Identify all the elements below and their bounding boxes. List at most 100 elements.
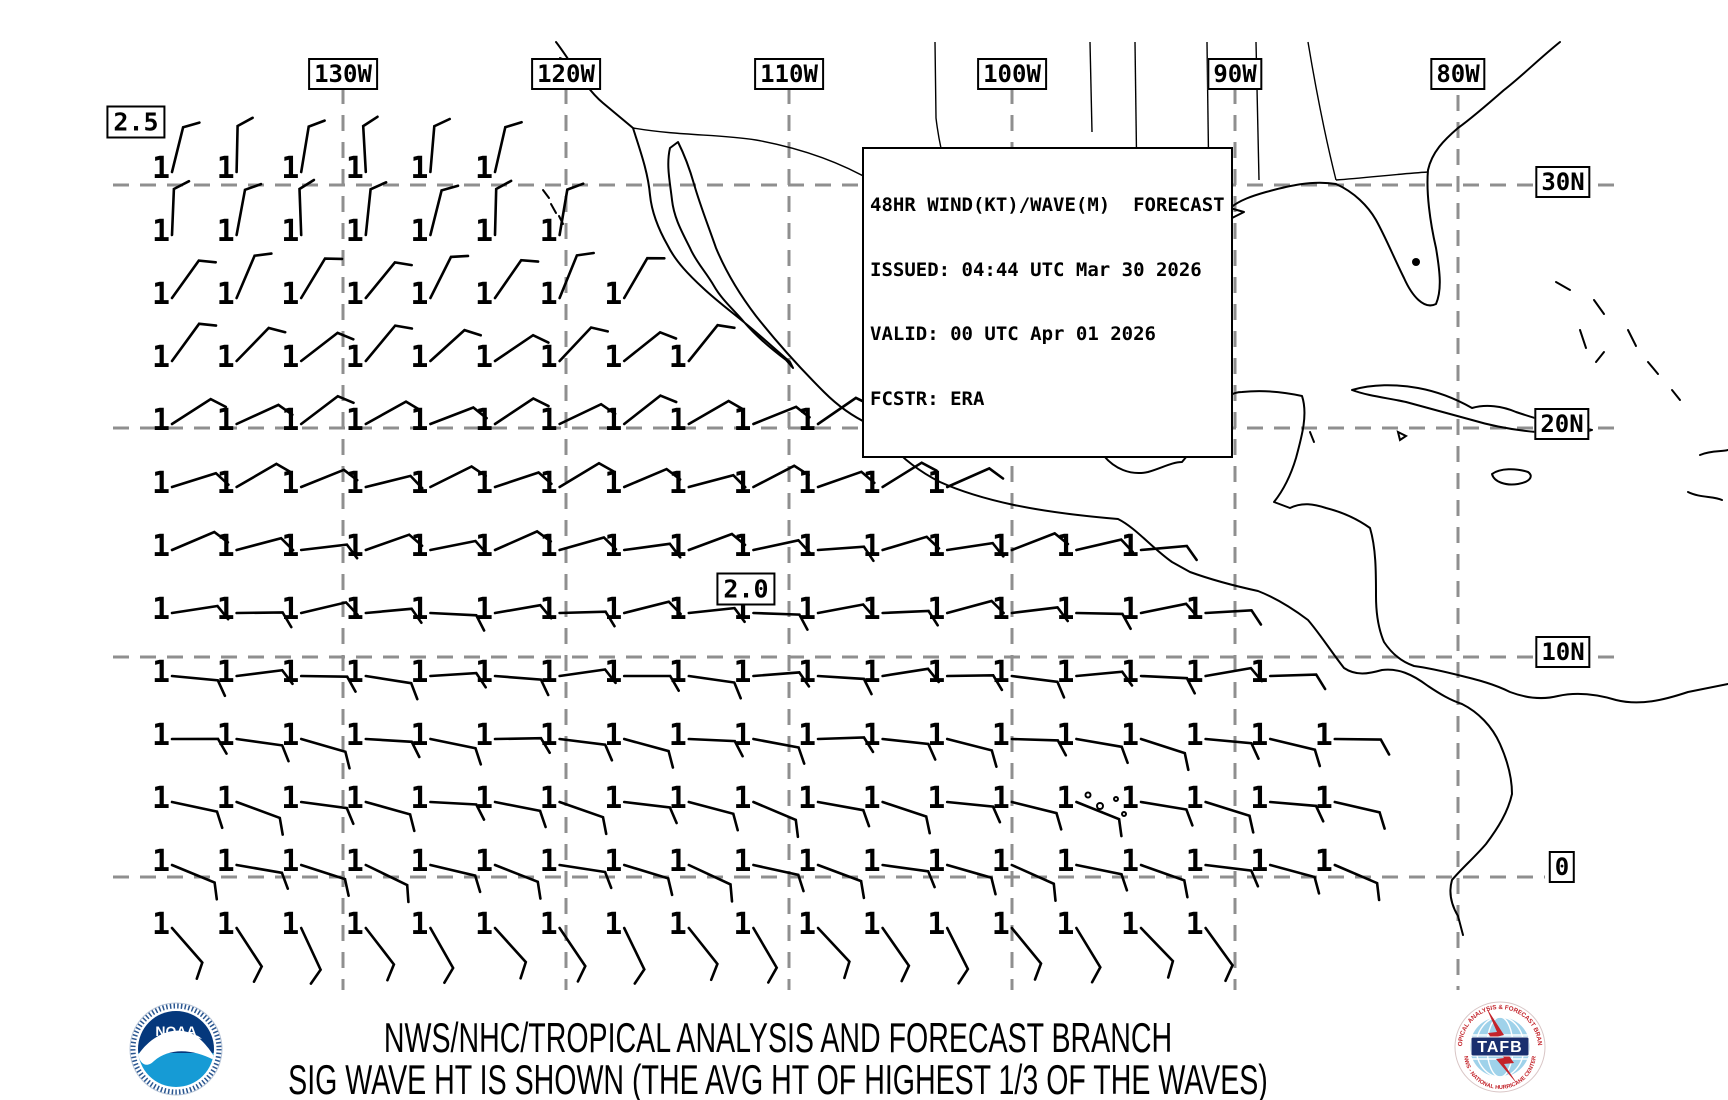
- wave-height-value: 1: [1121, 844, 1139, 879]
- wave-height-value: 1: [217, 592, 235, 627]
- lon-label-80w: 80W: [1430, 58, 1486, 90]
- lon-label-90w: 90W: [1207, 58, 1263, 90]
- wind-barb-icon: [235, 800, 284, 836]
- noaa-logo: NOAA: [129, 1002, 223, 1096]
- wind-barb-icon: [170, 737, 228, 755]
- wave-height-value: 1: [346, 907, 364, 942]
- wave-height-value: 1: [217, 151, 235, 186]
- wind-barb-icon: [558, 737, 614, 762]
- wind-barb-icon: [299, 543, 359, 560]
- wind-barb-icon: [816, 470, 876, 489]
- wind-barb-icon: [622, 394, 678, 426]
- wind-barb-icon: [558, 251, 595, 300]
- wind-barb-icon: [493, 736, 551, 755]
- wave-height-value: 1: [1056, 529, 1074, 564]
- wind-barb-icon: [235, 863, 290, 890]
- wave-height-value: 1: [217, 340, 235, 375]
- wave-height-value: 1: [992, 592, 1010, 627]
- wind-barb-icon: [558, 800, 608, 836]
- wave-height-value: 1: [669, 340, 687, 375]
- wind-barb-icon: [687, 606, 746, 624]
- wave-height-value: 1: [410, 781, 428, 816]
- wind-barb-icon: [298, 178, 316, 237]
- wind-barb-icon: [752, 405, 811, 426]
- wave-height-value: 1: [863, 781, 881, 816]
- wave-height-value: 1: [927, 844, 945, 879]
- wave-height-value: 1: [540, 466, 558, 501]
- wave-height-value: 1: [152, 907, 170, 942]
- wave-height-value: 1: [604, 844, 622, 879]
- wave-height-value: 1: [217, 403, 235, 438]
- wave-height-value: 1: [475, 718, 493, 753]
- wave-height-value: 1: [152, 151, 170, 186]
- wind-barb-icon: [493, 258, 540, 300]
- wind-barb-icon: [170, 674, 227, 698]
- wave-height-value: 1: [540, 214, 558, 249]
- wave-height-value: 1: [217, 529, 235, 564]
- state-border: [1335, 171, 1429, 181]
- wind-barb-icon: [364, 324, 414, 363]
- wind-barb-icon: [622, 863, 674, 897]
- wave-height-value: 1: [475, 655, 493, 690]
- wind-barb-icon: [493, 471, 553, 489]
- wind-barb-icon: [1139, 737, 1190, 772]
- wave-height-value: 1: [346, 781, 364, 816]
- wind-barb-icon: [1139, 926, 1175, 979]
- wave-height-value: 1: [927, 466, 945, 501]
- wind-barb-icon: [235, 252, 273, 300]
- wind-barb-icon: [299, 394, 355, 426]
- wind-barb-icon: [945, 800, 1002, 824]
- wave-height-value: 1: [217, 214, 235, 249]
- wind-barb-icon: [687, 532, 747, 552]
- wind-barb-icon: [429, 254, 470, 300]
- wind-barb-icon: [1075, 800, 1123, 838]
- wind-barb-icon: [1333, 737, 1391, 756]
- wave-height-value: 1: [346, 340, 364, 375]
- wind-barb-icon: [945, 673, 1004, 692]
- wave-height-value: 1: [410, 277, 428, 312]
- wave-height-value: 1: [475, 214, 493, 249]
- wave-height-value: 1: [1250, 655, 1268, 690]
- wave-height-value: 1: [733, 781, 751, 816]
- wave-height-value: 1: [540, 655, 558, 690]
- wave-height-value: 1: [798, 655, 816, 690]
- wind-barb-icon: [1010, 531, 1070, 552]
- wind-barb-icon: [558, 326, 609, 363]
- wave-height-value: 1: [475, 844, 493, 879]
- wave-height-value: 1: [410, 655, 428, 690]
- wave-height-value: 1: [1121, 655, 1139, 690]
- lon-label-100w: 100W: [977, 58, 1047, 90]
- wave-height-value: 1: [475, 592, 493, 627]
- wind-barb-icon: [1075, 737, 1129, 765]
- wave-height-value: 1: [410, 529, 428, 564]
- wind-barb-icon: [299, 331, 355, 363]
- wind-barb-icon: [816, 545, 875, 563]
- coastline-cuba: [1351, 384, 1593, 435]
- wave-height-value: 1: [540, 277, 558, 312]
- wave-height-value: 1: [604, 718, 622, 753]
- wind-barb-icon: [299, 600, 359, 617]
- wave-height-value: 1: [475, 340, 493, 375]
- wave-height-value: 1: [346, 151, 364, 186]
- tafb-logo-text: TAFB: [1477, 1039, 1522, 1056]
- wave-height-value: 1: [733, 655, 751, 690]
- wind-barb-icon: [558, 402, 617, 426]
- wind-barb-icon: [1333, 863, 1381, 902]
- wave-height-value: 1: [540, 718, 558, 753]
- wave-height-value: 1: [540, 592, 558, 627]
- wave-height-value: 1: [863, 718, 881, 753]
- lon-label-110w: 110W: [754, 58, 824, 90]
- wind-barb-icon: [558, 536, 618, 552]
- wind-barb-icon: [687, 737, 744, 758]
- wave-height-value: 1: [346, 214, 364, 249]
- wave-height-value: 1: [1121, 907, 1139, 942]
- forecast-fcstr: FCSTR: ERA: [870, 387, 985, 410]
- wave-height-value: 1: [992, 844, 1010, 879]
- wave-height-value: 1: [540, 403, 558, 438]
- wind-barb-icon: [429, 465, 487, 489]
- wind-barb-icon: [429, 184, 460, 237]
- wave-height-value: 1: [540, 340, 558, 375]
- wind-barb-icon: [235, 326, 287, 363]
- wind-barb-icon: [170, 121, 201, 174]
